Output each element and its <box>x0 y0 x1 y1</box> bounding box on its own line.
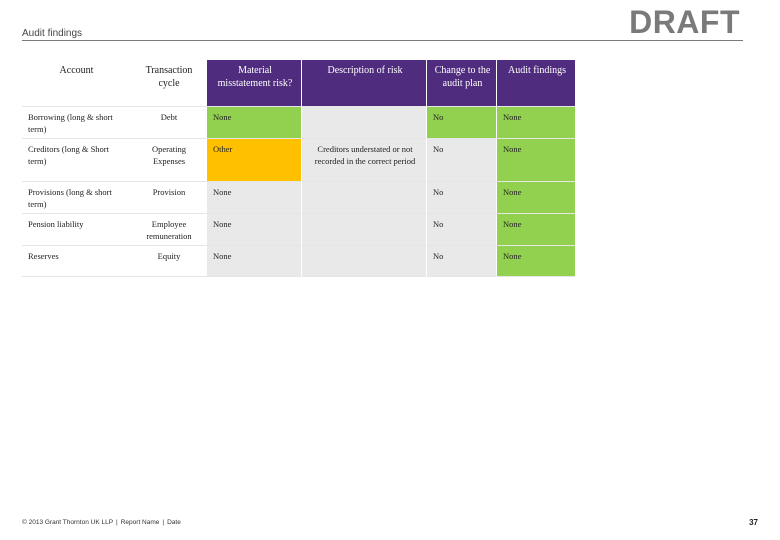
cell-misstatement-risk: None <box>207 107 302 139</box>
table-header-row: Account Transaction cycle Material misst… <box>22 60 576 107</box>
footer-report-name: Report Name <box>120 519 160 526</box>
header-audit-findings: Audit findings <box>497 60 576 107</box>
cell-misstatement-risk: None <box>207 182 302 214</box>
slide-title: Audit findings <box>22 28 83 39</box>
cell-description-of-risk: Creditors understated or not recorded in… <box>302 139 427 182</box>
page-number: 37 <box>749 518 758 527</box>
cell-change-to-plan: No <box>427 214 497 246</box>
header-transaction-cycle: Transaction cycle <box>129 60 207 107</box>
header-change-to-plan: Change to the audit plan <box>427 60 497 107</box>
table-row: Provisions (long & short term) Provision… <box>22 182 576 214</box>
cell-audit-findings: None <box>497 214 576 246</box>
cell-audit-findings: None <box>497 182 576 214</box>
cell-transaction-cycle: Operating Expenses <box>129 139 207 182</box>
cell-transaction-cycle: Provision <box>129 182 207 214</box>
cell-transaction-cycle: Equity <box>129 246 207 277</box>
cell-account: Creditors (long & Short term) <box>22 139 129 182</box>
cell-misstatement-risk: None <box>207 214 302 246</box>
cell-description-of-risk <box>302 214 427 246</box>
header-misstatement-risk: Material misstatement risk? <box>207 60 302 107</box>
header-description-of-risk: Description of risk <box>302 60 427 107</box>
cell-account: Provisions (long & short term) <box>22 182 129 214</box>
cell-audit-findings: None <box>497 139 576 182</box>
cell-misstatement-risk: Other <box>207 139 302 182</box>
audit-findings-table: Account Transaction cycle Material misst… <box>22 60 576 277</box>
footer-separator: | <box>162 519 165 526</box>
cell-account: Pension liability <box>22 214 129 246</box>
cell-change-to-plan: No <box>427 182 497 214</box>
cell-account: Reserves <box>22 246 129 277</box>
table-row: Reserves Equity None No None <box>22 246 576 277</box>
footer-separator: | <box>116 519 118 526</box>
cell-audit-findings: None <box>497 246 576 277</box>
cell-change-to-plan: No <box>427 139 497 182</box>
cell-transaction-cycle: Debt <box>129 107 207 139</box>
header-account: Account <box>22 60 129 107</box>
cell-account: Borrowing (long & short term) <box>22 107 129 139</box>
footer: © 2013 Grant Thornton UK LLP | Report Name… <box>22 519 181 526</box>
draft-watermark: DRAFT <box>629 4 740 40</box>
cell-change-to-plan: No <box>427 107 497 139</box>
cell-description-of-risk <box>302 182 427 214</box>
table-row: Pension liability Employee remuneration … <box>22 214 576 246</box>
table-row: Creditors (long & Short term) Operating … <box>22 139 576 182</box>
cell-change-to-plan: No <box>427 246 497 277</box>
cell-description-of-risk <box>302 246 427 277</box>
footer-date: Date <box>167 519 181 526</box>
table-row: Borrowing (long & short term) Debt None … <box>22 107 576 139</box>
cell-audit-findings: None <box>497 107 576 139</box>
cell-transaction-cycle: Employee remuneration <box>129 214 207 246</box>
cell-description-of-risk <box>302 107 427 139</box>
title-divider <box>22 40 743 41</box>
footer-copyright: © 2013 Grant Thornton UK LLP <box>22 519 114 526</box>
cell-misstatement-risk: None <box>207 246 302 277</box>
